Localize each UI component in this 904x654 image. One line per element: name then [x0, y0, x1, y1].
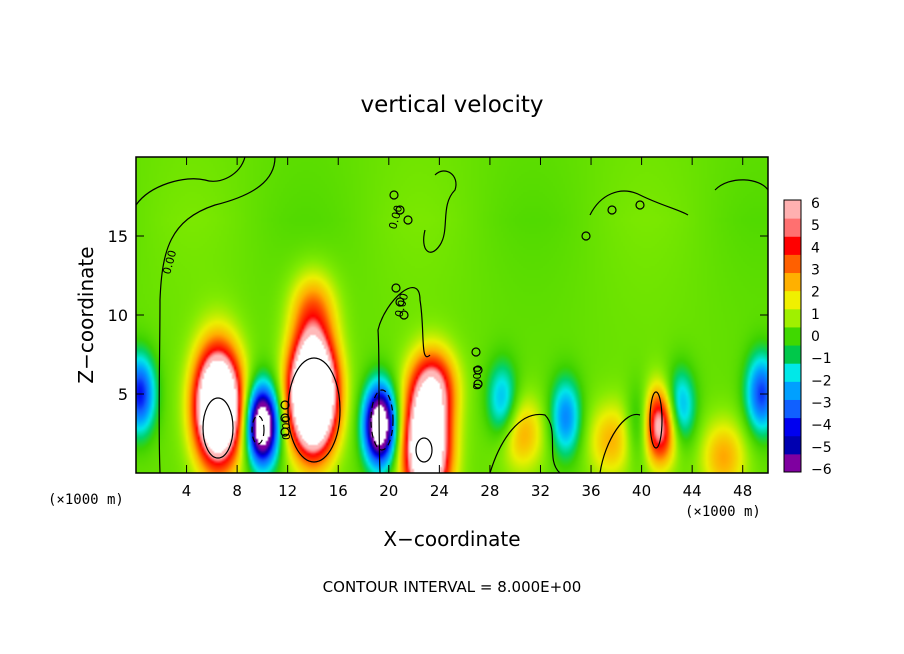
x-unit-right: (×1000 m)	[685, 504, 761, 520]
x-tick-label: 4	[182, 482, 192, 500]
contour-updraft-2	[287, 357, 341, 463]
contour-label-2: 0.00	[386, 204, 405, 231]
colorbar-tick-label: 1	[811, 307, 820, 323]
colorbar-swatch	[784, 218, 801, 237]
colorbar-swatch	[784, 381, 801, 400]
contour-low-right	[489, 413, 561, 473]
colorbar-swatch	[784, 200, 801, 219]
colorbar-tick-label: −2	[811, 373, 832, 389]
x-tick-label: 48	[733, 482, 752, 500]
contour-zero-right	[589, 190, 689, 216]
x-tick-label: 44	[683, 482, 702, 500]
colorbar-swatch	[784, 345, 801, 364]
colorbar-tick-label: 3	[811, 263, 820, 279]
contour-zero-far-right	[714, 179, 768, 191]
contour-interval-note: CONTOUR INTERVAL = 8.000E+00	[323, 578, 582, 596]
colorbar-swatch	[784, 363, 801, 382]
contour-zero-upper	[423, 170, 457, 253]
x-tick-label: 12	[278, 482, 297, 500]
colorbar-tick-label: −1	[811, 351, 832, 367]
contour-low-right-2	[599, 413, 641, 473]
y-tick-label: 5	[118, 385, 128, 404]
colorbar-swatch	[784, 308, 801, 328]
colorbar-swatch	[784, 236, 801, 255]
colorbar-tick-label: 5	[811, 218, 820, 234]
x-unit-left: (×1000 m)	[48, 492, 124, 508]
colorbar-swatch	[784, 453, 801, 473]
contour-zero-left	[158, 157, 276, 473]
contour-zero-top-left	[136, 157, 246, 206]
x-tick-label: 24	[430, 482, 449, 500]
x-tick-label: 8	[232, 482, 242, 500]
x-tick-label: 40	[632, 482, 651, 500]
colorbar-frame	[783, 199, 802, 473]
contour-downdraft-1	[370, 389, 394, 451]
plot-area: 0.00 0.00 0.00 0.00 0.00 4 8 12 16 20 24 28 32 3…	[108, 156, 769, 500]
colorbar-tick-label: 2	[811, 285, 820, 301]
colorbar-swatch	[784, 399, 801, 419]
colorbar-swatch	[784, 272, 801, 292]
colorbar-tick-label: −6	[811, 462, 832, 478]
colorbar-tick-label: −4	[811, 418, 832, 434]
colorbar-tick-label: −5	[811, 440, 832, 456]
contour-updraft-4	[649, 391, 663, 449]
x-tick-label: 36	[581, 482, 600, 500]
colorbar-swatch	[784, 326, 801, 346]
x-tick-label: 28	[480, 482, 499, 500]
y-tick-label: 15	[108, 227, 128, 246]
y-axis-label: Z−coordinate	[74, 246, 98, 383]
colorbar-swatch	[784, 254, 801, 274]
colorbar-swatch	[784, 417, 801, 437]
contour-label-5: 0.00	[471, 366, 484, 391]
x-tick-label: 20	[379, 482, 398, 500]
x-tick-label: 32	[531, 482, 550, 500]
contour-label-3: 0.00	[392, 292, 411, 319]
contour-lines	[136, 157, 768, 473]
heatmap-image	[136, 157, 768, 473]
contour-zero-mid	[377, 287, 431, 473]
colorbar-tick-label: −3	[811, 396, 832, 412]
contour-updraft-3	[415, 437, 433, 463]
colorbar-swatch	[784, 435, 801, 455]
x-tick-label: 16	[329, 482, 348, 500]
contour-label-1: 0.00	[160, 249, 179, 276]
contour-updraft-1	[202, 397, 234, 459]
colorbar-tick-label: 4	[811, 240, 820, 256]
chart-title: vertical velocity	[361, 92, 544, 118]
colorbar-swatch	[784, 290, 801, 310]
contour-downdraft-2	[251, 415, 265, 445]
colorbar-tick-label: 6	[811, 196, 820, 212]
y-tick-label: 10	[108, 306, 128, 325]
contour-label-4: 0.00	[280, 416, 293, 441]
colorbar: 6 5 4 3 2 1 0 −1 −2 −3 −4 −5 −6	[783, 196, 832, 478]
colorbar-tick-label: 0	[811, 329, 820, 345]
x-axis-label: X−coordinate	[383, 527, 520, 551]
